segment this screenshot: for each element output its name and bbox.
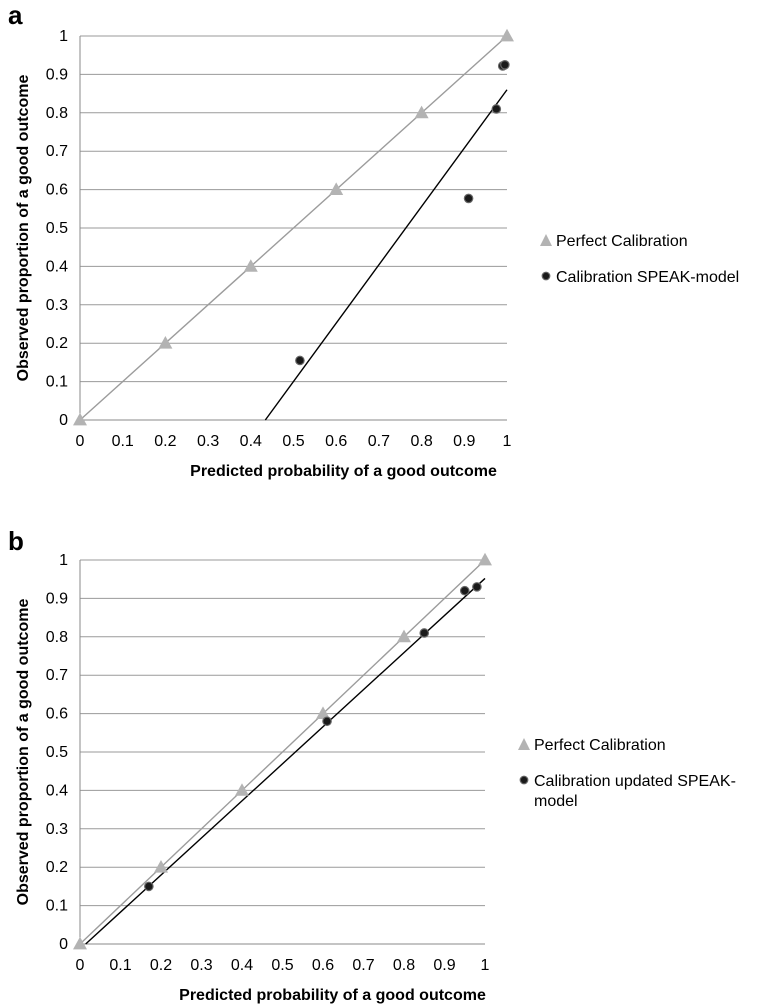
legend-marker-triangle (518, 738, 530, 750)
x-tick-label: 0.4 (231, 957, 253, 974)
trendline-model (264, 89, 508, 421)
y-tick-label: 0.7 (46, 667, 68, 684)
x-tick-label: 0.3 (197, 433, 219, 450)
x-tick-label: 0.8 (410, 433, 432, 450)
data-point-dot (322, 716, 332, 727)
data-point-triangle (500, 28, 514, 42)
x-tick-label: 0 (76, 957, 85, 974)
x-tick-label: 0.9 (433, 957, 455, 974)
y-tick-label: 0.9 (46, 590, 68, 607)
x-axis-title: Predicted probability of a good outcome (190, 463, 497, 480)
x-tick-label: 0.2 (154, 433, 176, 450)
x-tick-label: 1 (481, 957, 490, 974)
x-tick-label: 1 (503, 433, 512, 450)
data-point-triangle (397, 629, 411, 643)
trendline-perfect (79, 559, 486, 945)
data-point-triangle (235, 783, 249, 796)
y-axis-title: Observed proportion of a good outcome (15, 75, 32, 382)
x-tick-label: 0.6 (312, 957, 334, 974)
y-axis-title: Observed proportion of a good outcome (15, 599, 32, 906)
x-tick-label: 0 (76, 433, 85, 450)
legend-marker-dot (541, 271, 551, 281)
legend-label: Perfect Calibration (556, 233, 688, 250)
data-point-triangle (243, 259, 258, 272)
y-tick-label: 0.6 (46, 182, 68, 199)
chart-panel-a: a 0 0.1 0.2 0.3 0.4 0.5 0.6 0.7 0.8 0.9 1 0 0.1 0.2 0.3… (8, 0, 739, 480)
data-point-dot (491, 104, 502, 114)
chart-panel-b: b 0 0.1 0.2 0.3 0.4 0.5 0.6 0.7 0.8 0.9 1 0 0.1 0.2 0.3… (8, 526, 736, 1004)
y-tick-label: 0.8 (46, 105, 68, 122)
x-tick-label: 0.6 (325, 433, 347, 450)
y-tick-label: 0.2 (46, 859, 68, 876)
data-point-triangle (478, 552, 492, 566)
data-point-dot (144, 881, 154, 892)
data-point-dot (500, 60, 510, 70)
x-tick-label: 0.9 (453, 433, 475, 450)
data-point-dot (459, 585, 470, 596)
panel-letter: a (8, 0, 23, 30)
data-point-triangle (154, 860, 168, 873)
y-tick-label: 0.8 (46, 629, 68, 646)
x-tick-label: 0.5 (282, 433, 304, 450)
y-tick-label: 0.2 (46, 335, 68, 352)
x-tick-label: 0.5 (271, 957, 293, 974)
y-tick-label: 0.1 (46, 898, 68, 915)
legend-marker-triangle (540, 234, 552, 246)
y-tick-label: 0.3 (46, 821, 68, 838)
x-axis-title: Predicted probability of a good outcome (179, 987, 486, 1004)
x-tick-label: 0.7 (352, 957, 374, 974)
y-tick-label: 0 (59, 936, 68, 953)
legend-label: Calibration updated SPEAK-model (534, 773, 736, 810)
data-point-triangle (316, 706, 330, 719)
y-tick-label: 0.7 (46, 143, 68, 160)
x-tick-label: 0.4 (240, 433, 262, 450)
x-tick-label: 0.3 (190, 957, 212, 974)
data-point-triangle (414, 105, 429, 119)
legend-label: Perfect Calibration (534, 737, 666, 754)
data-point-dot (472, 582, 482, 592)
data-point-triangle (73, 936, 87, 950)
y-tick-label: 0.4 (46, 258, 68, 275)
y-tick-label: 0.5 (46, 744, 68, 761)
y-tick-label: 0.9 (46, 66, 68, 83)
x-tick-label: 0.7 (368, 433, 390, 450)
legend-label: Calibration SPEAK-model (556, 269, 739, 286)
data-point-triangle (73, 412, 87, 426)
y-tick-label: 0 (59, 412, 68, 429)
y-tick-label: 0.5 (46, 220, 68, 237)
x-tick-label: 0.2 (150, 957, 172, 974)
data-point-dot (295, 355, 305, 366)
trendline-perfect (79, 35, 508, 421)
y-tick-label: 0.1 (46, 374, 68, 391)
data-point-triangle (329, 182, 344, 195)
x-tick-label: 0.8 (393, 957, 415, 974)
y-tick-label: 0.6 (46, 706, 68, 723)
legend-marker-dot (519, 775, 529, 785)
x-tick-label: 0.1 (109, 957, 131, 974)
y-tick-label: 0.4 (46, 782, 68, 799)
data-point-dot (419, 628, 430, 638)
panel-letter: b (8, 526, 24, 556)
y-tick-label: 1 (59, 552, 68, 569)
data-point-dot (463, 193, 474, 204)
x-tick-label: 0.1 (112, 433, 134, 450)
data-point-triangle (158, 336, 173, 349)
y-tick-label: 1 (59, 28, 68, 45)
y-tick-label: 0.3 (46, 297, 68, 314)
